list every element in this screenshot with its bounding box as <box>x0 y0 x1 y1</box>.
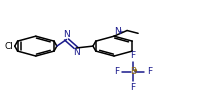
Text: +: + <box>117 29 123 35</box>
Text: N: N <box>73 48 80 58</box>
Text: F: F <box>130 51 136 60</box>
Text: N: N <box>115 27 121 36</box>
Text: F: F <box>130 83 136 92</box>
Text: F: F <box>147 67 152 76</box>
Text: F: F <box>114 67 119 76</box>
Text: Cl: Cl <box>4 42 13 51</box>
Text: B: B <box>130 67 136 76</box>
Text: N: N <box>63 30 70 39</box>
